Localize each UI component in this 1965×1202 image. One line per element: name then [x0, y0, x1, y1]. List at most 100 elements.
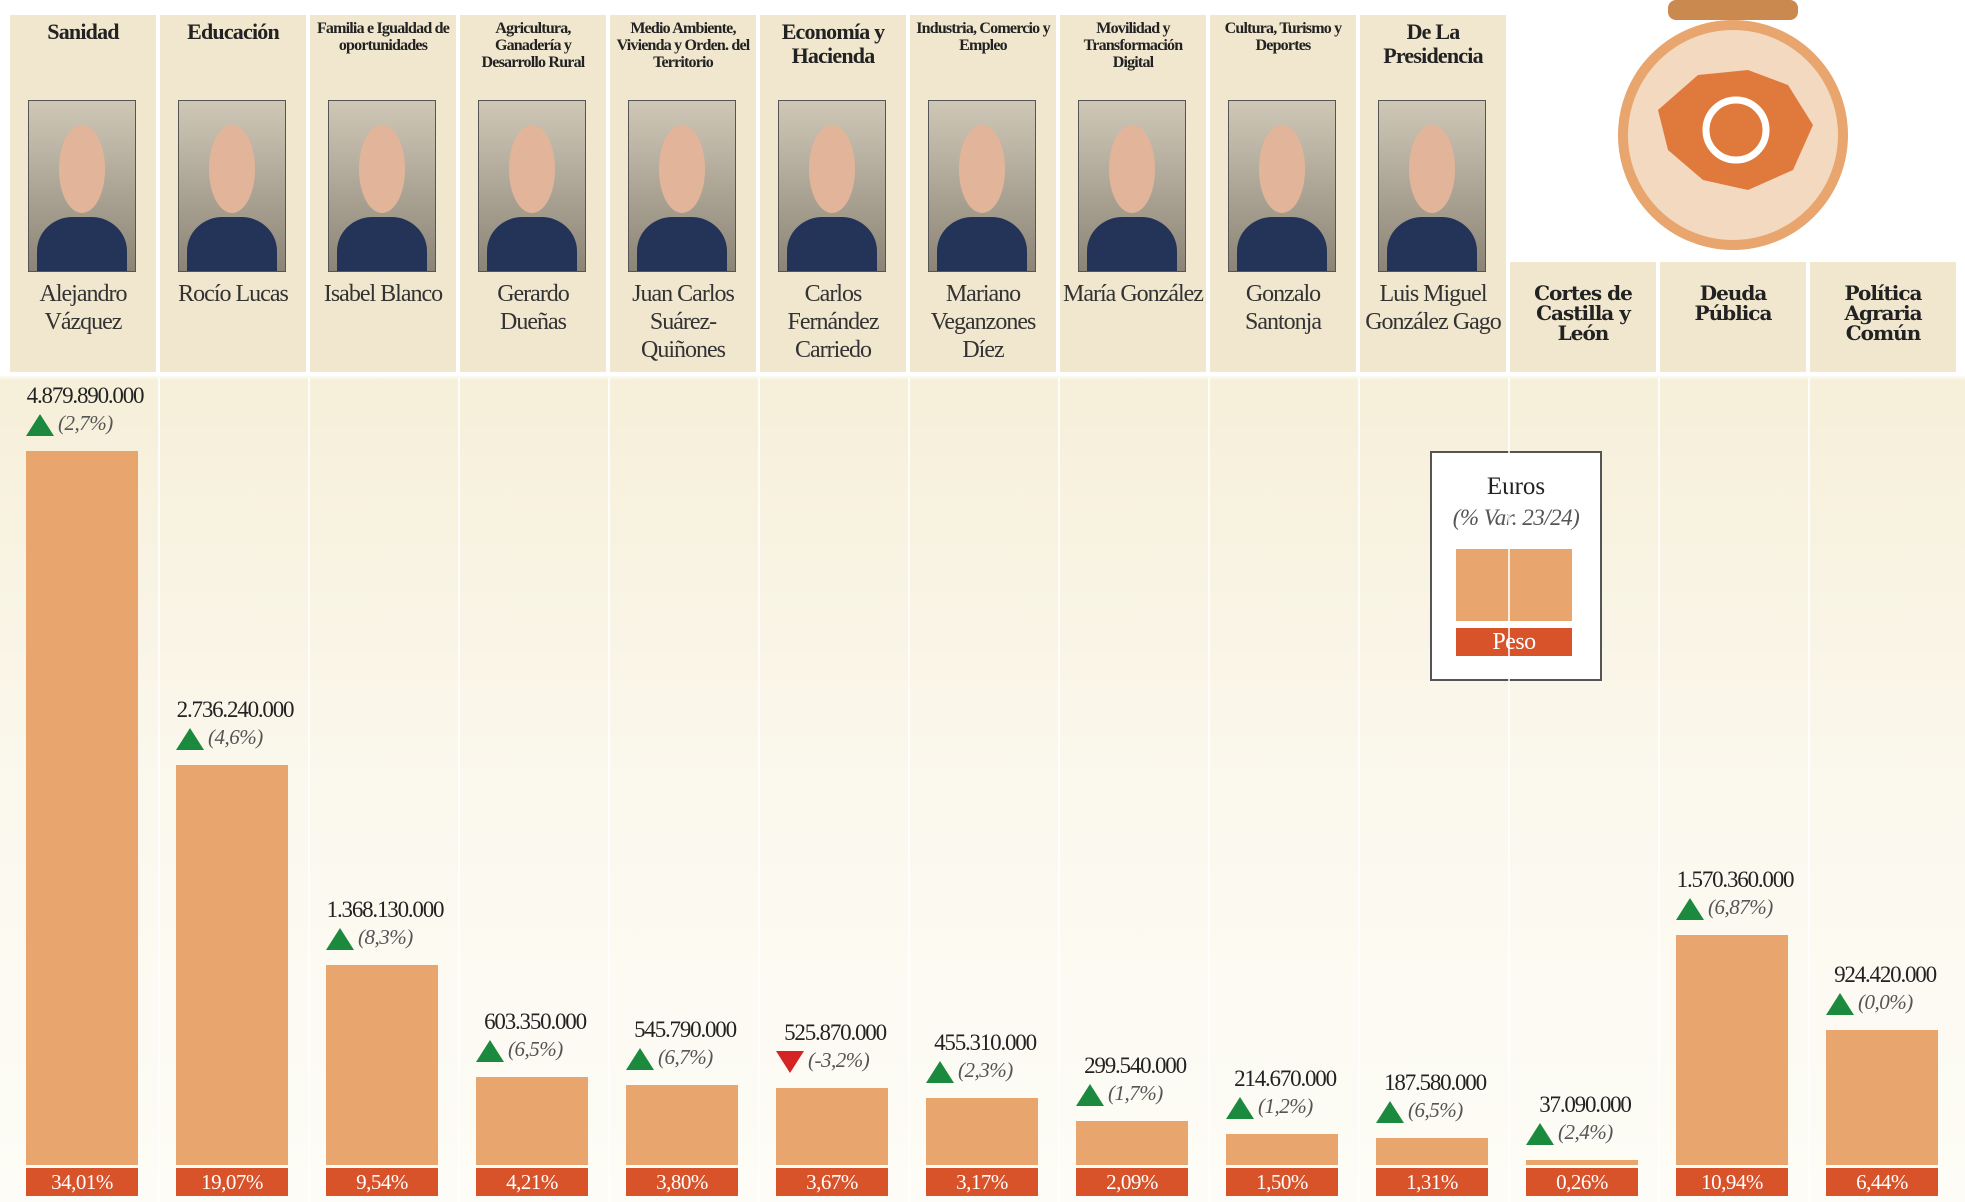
photo: [1078, 100, 1186, 272]
value-label: 545.790.000: [602, 1017, 768, 1043]
share-label: 34,01%: [26, 1168, 138, 1196]
photo-face: [1259, 125, 1306, 213]
bar: [1526, 1160, 1638, 1165]
value-label: 1.368.130.000: [302, 897, 468, 923]
photo-face: [359, 125, 406, 213]
category-label: Cortes de Castilla y León: [1520, 283, 1646, 343]
change-arrow: [326, 928, 354, 950]
infographic: Euros (% Var. 23/24) Peso Sanidad Alejand…: [0, 0, 1965, 1202]
change-label: (2,4%): [1558, 1120, 1613, 1145]
bar: [1826, 1030, 1938, 1165]
change-arrow: [1676, 898, 1704, 920]
photo: [1378, 100, 1486, 272]
icon-crown: [1668, 0, 1798, 20]
change-label: (6,5%): [1408, 1098, 1463, 1123]
photo-face: [959, 125, 1006, 213]
photo: [778, 100, 886, 272]
value-label: 299.540.000: [1052, 1053, 1218, 1079]
change-arrow: [1076, 1084, 1104, 1106]
person-name: Alejandro Vázquez: [12, 280, 154, 336]
person-name: Carlos Fernández Carriedo: [762, 280, 904, 364]
share-label: 1,50%: [1226, 1168, 1338, 1196]
column-separator: [458, 378, 460, 1202]
share-label: 3,80%: [626, 1168, 738, 1196]
change-label: (6,87%): [1708, 895, 1773, 920]
column-separator: [758, 378, 760, 1202]
column-separator: [608, 378, 610, 1202]
change-arrow: [1826, 993, 1854, 1015]
bar: [1076, 1121, 1188, 1165]
share-label: 19,07%: [176, 1168, 288, 1196]
change-arrow: [26, 414, 54, 436]
person-name: Mariano Veganzones Díez: [912, 280, 1054, 364]
category-label: Cultura, Turismo y Deportes: [1212, 20, 1354, 54]
share-label: 4,21%: [476, 1168, 588, 1196]
bar: [476, 1077, 588, 1165]
share-label: 3,17%: [926, 1168, 1038, 1196]
coin-icon: [1618, 0, 1848, 255]
share-label: 1,31%: [1376, 1168, 1488, 1196]
person-name: Gerardo Dueñas: [462, 280, 604, 336]
photo: [478, 100, 586, 272]
change-arrow: [776, 1051, 804, 1073]
legend-title: Euros: [1432, 473, 1600, 501]
change-label: (6,5%): [508, 1037, 563, 1062]
value-label: 37.090.000: [1502, 1092, 1668, 1118]
photo: [28, 100, 136, 272]
column-separator: [158, 378, 160, 1202]
value-label: 525.870.000: [752, 1020, 918, 1046]
photo: [928, 100, 1036, 272]
bar: [1676, 935, 1788, 1165]
share-label: 10,94%: [1676, 1168, 1788, 1196]
photo-suit: [937, 217, 1026, 272]
column-separator: [1658, 378, 1660, 1202]
bar: [626, 1085, 738, 1165]
change-label: (-3,2%): [808, 1048, 869, 1073]
photo-suit: [337, 217, 426, 272]
photo: [328, 100, 436, 272]
photo-face: [659, 125, 706, 213]
value-label: 455.310.000: [902, 1030, 1068, 1056]
change-arrow: [626, 1048, 654, 1070]
bar: [926, 1098, 1038, 1165]
change-arrow: [1526, 1123, 1554, 1145]
change-label: (6,7%): [658, 1045, 713, 1070]
change-arrow: [1376, 1101, 1404, 1123]
photo-suit: [1087, 217, 1176, 272]
photo-suit: [37, 217, 126, 272]
value-label: 924.420.000: [1802, 962, 1965, 988]
category-label: Familia e Igualdad de oportunidades: [312, 20, 454, 54]
change-arrow: [1226, 1097, 1254, 1119]
category-label: Sanidad: [12, 20, 154, 44]
share-label: 6,44%: [1826, 1168, 1938, 1196]
bar: [1226, 1134, 1338, 1165]
person-name: Juan Carlos Suárez-Quiñones: [612, 280, 754, 364]
photo-face: [809, 125, 856, 213]
bar: [776, 1088, 888, 1165]
column-separator: [1508, 378, 1510, 1202]
person-name: Gonzalo Santonja: [1212, 280, 1354, 336]
change-label: (1,2%): [1258, 1094, 1313, 1119]
change-arrow: [176, 728, 204, 750]
bar: [326, 965, 438, 1165]
photo-suit: [1387, 217, 1476, 272]
photo-face: [209, 125, 256, 213]
category-label: Agricultura, Ganadería y Desarrollo Rura…: [462, 20, 604, 71]
value-label: 603.350.000: [452, 1009, 618, 1035]
photo-face: [509, 125, 556, 213]
column-separator: [908, 378, 910, 1202]
photo-suit: [1237, 217, 1326, 272]
value-label: 1.570.360.000: [1652, 867, 1818, 893]
photo-suit: [487, 217, 576, 272]
value-label: 2.736.240.000: [152, 697, 318, 723]
share-label: 9,54%: [326, 1168, 438, 1196]
photo-face: [1409, 125, 1456, 213]
bar: [176, 765, 288, 1165]
photo-suit: [787, 217, 876, 272]
category-label: Deuda Pública: [1670, 283, 1796, 323]
person-name: Rocío Lucas: [162, 280, 304, 308]
legend-subtitle: (% Var. 23/24): [1432, 505, 1600, 531]
category-label: Industria, Comercio y Empleo: [912, 20, 1054, 54]
legend-share: Peso: [1456, 628, 1572, 656]
person-name: Isabel Blanco: [312, 280, 454, 308]
